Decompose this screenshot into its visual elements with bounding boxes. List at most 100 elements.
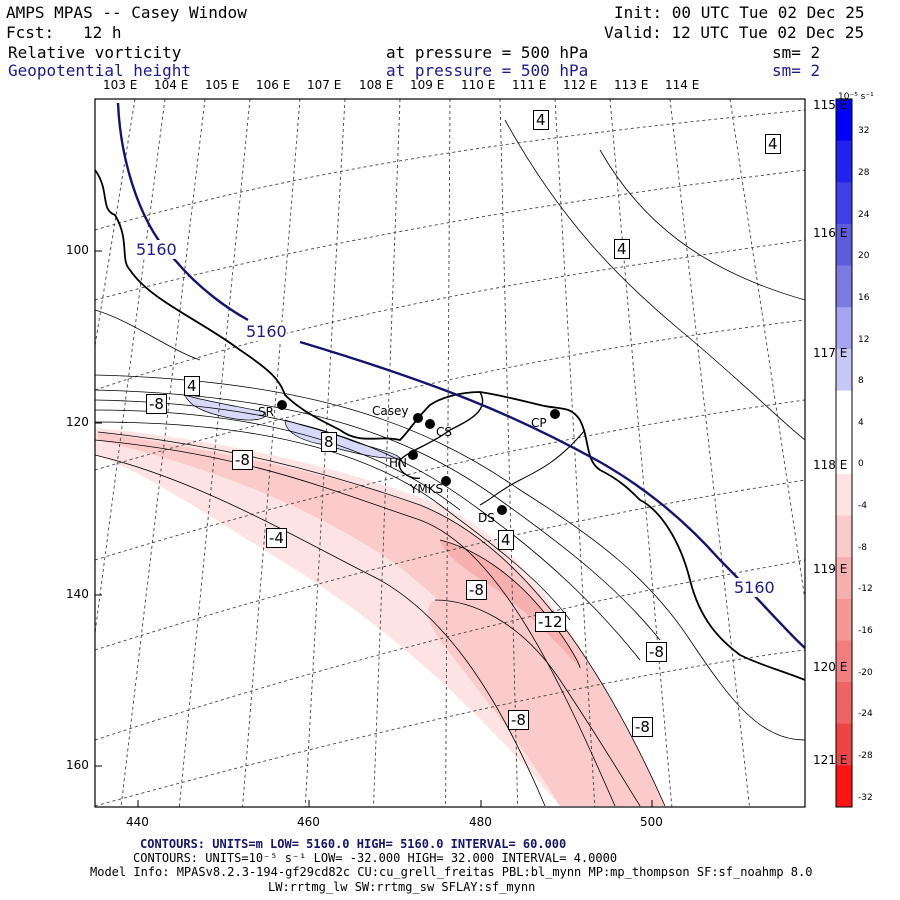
x-tick-500: 500 (640, 815, 663, 829)
footer-height-contours: CONTOURS: UNITS=m LOW= 5160.0 HIGH= 5160… (140, 837, 567, 851)
colorbar-label: -32 (858, 792, 873, 803)
app-title: AMPS MPAS -- Casey Window (6, 3, 247, 22)
colorbar-swatch (836, 515, 852, 558)
y-tick-140: 140 (66, 587, 89, 601)
colorbar (836, 99, 852, 808)
colorbar-label: 24 (858, 209, 870, 220)
station-label-casey: Casey (372, 404, 409, 418)
lon-label-right: 117 E (813, 346, 848, 360)
colorbar-swatch (836, 765, 852, 808)
station-markers (277, 400, 560, 515)
vort-contour-label: 4 (498, 530, 514, 550)
vort-contour-label: -8 (632, 717, 653, 737)
colorbar-swatch (836, 140, 852, 183)
colorbar-label: 16 (858, 292, 870, 303)
station-label-cp: CP (531, 416, 547, 430)
colorbar-label: 8 (858, 376, 864, 387)
lon-label-top: 110 E (461, 78, 496, 92)
coastline (95, 169, 805, 681)
colorbar-label: 28 (858, 167, 870, 178)
colorbar-swatch (836, 473, 852, 516)
y-tick-120: 120 (66, 415, 89, 429)
colorbar-swatch (836, 307, 852, 350)
lon-label-right: 116 E (813, 226, 848, 240)
valid-time: Valid: 12 UTC Tue 02 Dec 25 (604, 23, 865, 42)
vort-contour-label: -8 (646, 642, 667, 662)
vort-contour-label: 4 (533, 110, 549, 130)
colorbar-label: -16 (858, 626, 873, 637)
field1-name: Relative vorticity (8, 43, 182, 62)
vort-contour-label: -8 (146, 394, 167, 414)
vort-contour-label: -8 (508, 710, 529, 730)
vort-contour-label: 4 (614, 239, 630, 259)
height-label: 5160 (136, 240, 177, 259)
neg-vort-shade-12 (440, 540, 580, 668)
lon-label-top: 113 E (614, 78, 649, 92)
station-label-sr: SR (258, 405, 274, 419)
colorbar-swatch (836, 223, 852, 267)
colorbar-label: -8 (858, 542, 867, 553)
vort-contour-label: 8 (321, 432, 337, 452)
lon-label-top: 114 E (665, 78, 700, 92)
colorbar-swatch (836, 265, 852, 308)
forecast-label: Fcst: (6, 23, 55, 42)
station-label-cs: CS (436, 425, 452, 439)
lon-label-top: 111 E (512, 78, 547, 92)
x-tick-460: 460 (297, 815, 320, 829)
field1-smoothing: sm= 2 (772, 43, 821, 62)
height-label: 5160 (734, 578, 775, 597)
vort-contour-label: -8 (466, 580, 487, 600)
field2-smoothing: sm= 2 (772, 61, 821, 80)
lon-label-top: 106 E (256, 78, 291, 92)
colorbar-swatch (836, 390, 852, 433)
lon-label-top: 103 E (103, 78, 138, 92)
colorbar-label: 4 (858, 417, 864, 428)
colorbar-swatch (836, 723, 852, 766)
colorbar-label: 12 (858, 334, 870, 345)
footer-model-info-2: LW:rrtmg_lw SW:rrtmg_sw SFLAY:sf_mynn (268, 880, 536, 894)
lon-label-right: 118 E (813, 458, 848, 472)
vort-contour-label: -4 (266, 528, 287, 548)
lon-label-top: 112 E (563, 78, 598, 92)
colorbar-swatch (836, 99, 852, 142)
footer-model-info: Model Info: MPASv8.2.3-194-gf29cd82c CU:… (90, 865, 813, 879)
x-tick-440: 440 (126, 815, 149, 829)
y-tick-100: 100 (66, 243, 89, 257)
colorbar-swatch (836, 598, 852, 641)
lon-label-top: 108 E (359, 78, 394, 92)
colorbar-label: -20 (858, 667, 873, 678)
lon-label-right: 121 E (813, 753, 848, 767)
station-label-ymks: YMKS (410, 482, 444, 496)
colorbar-label: -4 (858, 501, 867, 512)
height-contour-5160 (116, 102, 249, 322)
colorbar-label: -12 (858, 584, 873, 595)
colorbar-unit: 10⁻⁵ s⁻¹ (838, 92, 874, 102)
field2-level: at pressure = 500 hPa (386, 61, 589, 80)
lon-label-top: 109 E (410, 78, 445, 92)
colorbar-swatch (836, 557, 852, 600)
y-tick-160: 160 (66, 758, 89, 772)
vort-contour-label: -12 (535, 612, 566, 632)
station-label-ds: DS (478, 511, 495, 525)
colorbar-swatch (836, 348, 852, 392)
lon-label-right: 120 E (813, 660, 848, 674)
vort-contour-label: 4 (765, 134, 781, 154)
height-label: 5160 (246, 322, 287, 341)
colorbar-swatch (836, 182, 852, 225)
colorbar-label: 32 (858, 126, 870, 137)
vort-contour-label: 4 (184, 376, 200, 396)
lon-label-right: 119 E (813, 562, 848, 576)
x-tick-480: 480 (469, 815, 492, 829)
field2-name: Geopotential height (8, 61, 192, 80)
lon-label-right: 115 E (813, 98, 848, 112)
colorbar-label: 0 (858, 459, 864, 470)
init-time: Init: 00 UTC Tue 02 Dec 25 (614, 3, 865, 22)
colorbar-label: 20 (858, 251, 870, 262)
neg-vort-shade-8b (428, 600, 640, 806)
colorbar-swatch (836, 640, 852, 683)
forecast-hour: 12 h (83, 23, 122, 42)
colorbar-swatch (836, 682, 852, 725)
lon-label-top: 105 E (205, 78, 240, 92)
station-label-hn: HN (389, 456, 407, 470)
vort-contour-label: -8 (232, 450, 253, 470)
